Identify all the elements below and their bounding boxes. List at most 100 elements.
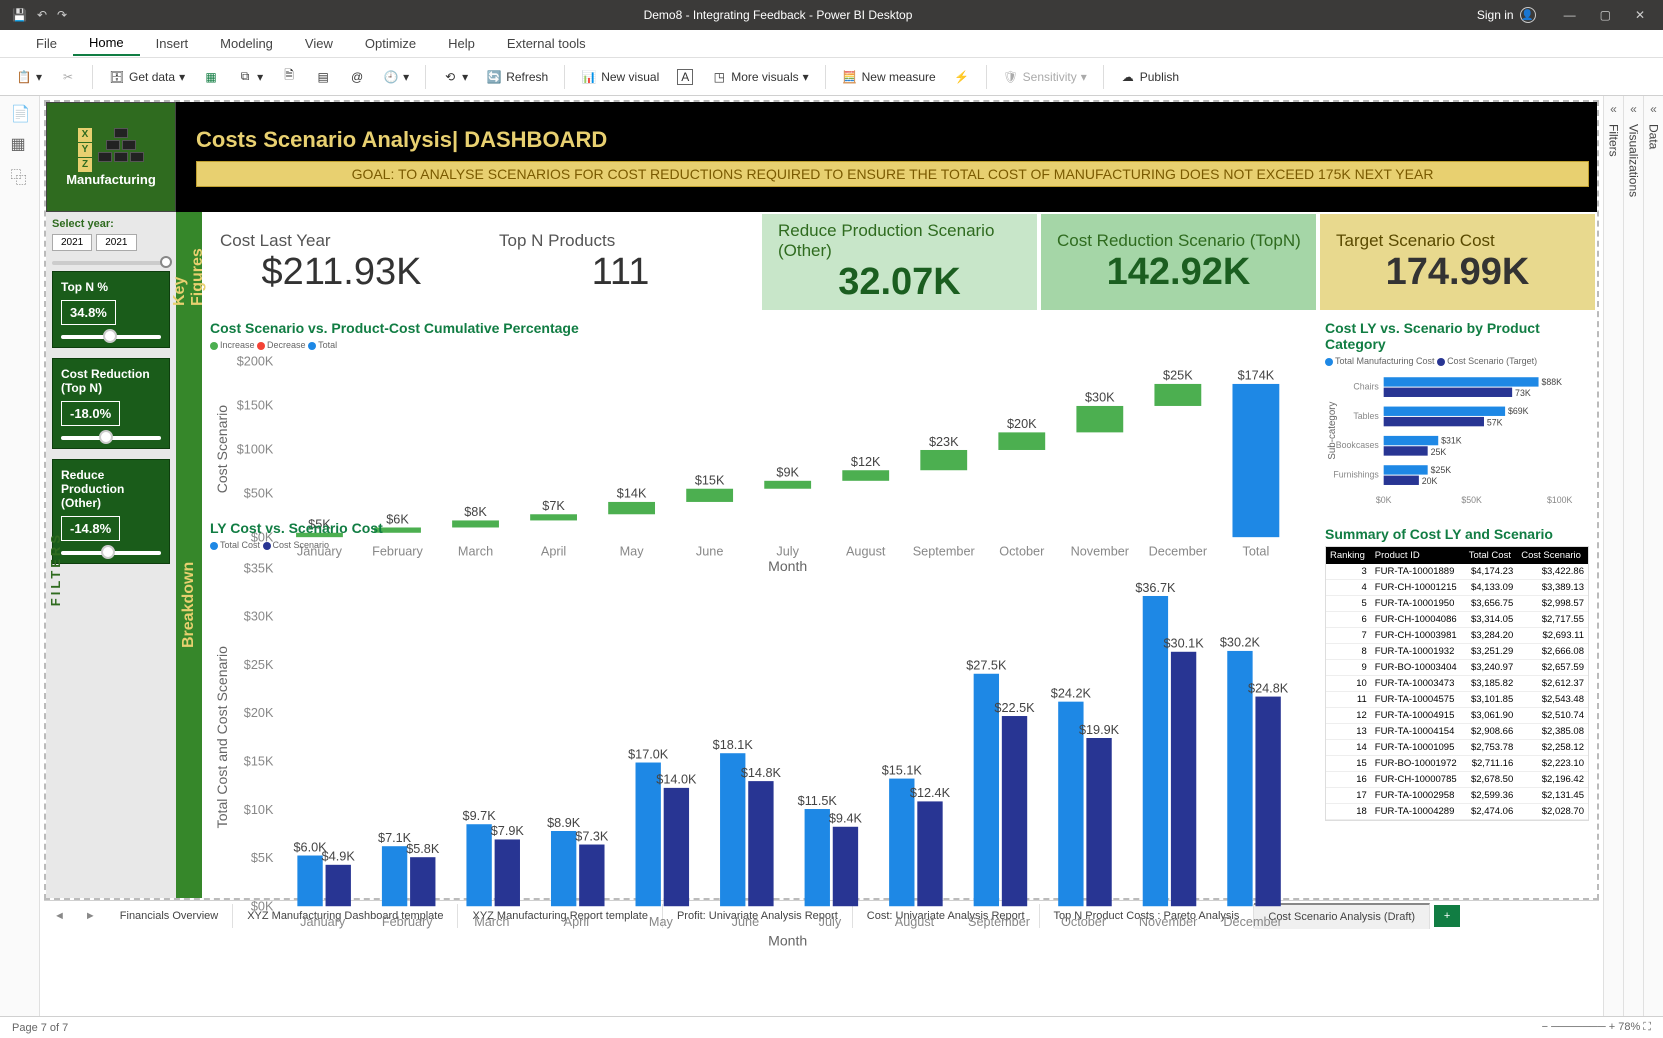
lyvs-chart[interactable]: LY Cost vs. Scenario Cost Total Cost Cos…	[206, 516, 1313, 836]
slider-thumb-icon[interactable]	[103, 329, 117, 343]
year-to[interactable]: 2021	[96, 234, 136, 251]
svg-text:Tables: Tables	[1353, 411, 1379, 421]
svg-text:March: March	[474, 915, 509, 929]
dataverse-icon[interactable]: @	[343, 66, 371, 88]
redo-icon[interactable]: ↷	[57, 8, 67, 22]
svg-text:$7.3K: $7.3K	[575, 829, 609, 843]
sql-icon[interactable]: 🗎	[275, 66, 303, 88]
new-visual-button[interactable]: 📊New visual	[575, 66, 665, 88]
svg-text:$8.9K: $8.9K	[547, 816, 581, 830]
status-bar: Page 7 of 7 − ─────── + 78% ⛶	[0, 1016, 1663, 1038]
ribbon-tab-external-tools[interactable]: External tools	[491, 32, 602, 55]
enter-data-icon[interactable]: ▤	[309, 66, 337, 88]
report-view-icon[interactable]: 📄	[11, 104, 29, 122]
table-row[interactable]: 13FUR-TA-10004154$2,908.66$2,385.08	[1326, 723, 1588, 739]
excel-icon[interactable]: ▦	[197, 66, 225, 88]
summary-table-grid[interactable]: RankingProduct IDTotal CostCost Scenario…	[1326, 547, 1588, 820]
textbox-icon[interactable]: A	[671, 66, 699, 88]
visualizations-pane[interactable]: « Visualizations	[1623, 96, 1643, 1016]
slider-track[interactable]	[61, 436, 161, 440]
report-canvas[interactable]: XYZ Manufacturing Select year: 2021 2021	[44, 100, 1599, 900]
table-row[interactable]: 10FUR-TA-10003473$3,185.82$2,612.37	[1326, 675, 1588, 691]
table-header[interactable]: Product ID	[1371, 547, 1465, 564]
slider-thumb-icon[interactable]	[101, 545, 115, 559]
ribbon-tab-home[interactable]: Home	[73, 31, 140, 56]
table-row[interactable]: 16FUR-CH-10000785$2,678.50$2,196.42	[1326, 771, 1588, 787]
table-cell: FUR-CH-10004086	[1371, 611, 1465, 627]
table-row[interactable]: 8FUR-TA-10001932$3,251.29$2,666.08	[1326, 643, 1588, 659]
ribbon-tab-help[interactable]: Help	[432, 32, 491, 55]
slider-track[interactable]	[61, 335, 161, 339]
kpi-card[interactable]: Cost Reduction Scenario (TopN)142.92K	[1041, 214, 1316, 310]
svg-text:September: September	[968, 915, 1031, 929]
table-row[interactable]: 4FUR-CH-10001215$4,133.09$3,389.13	[1326, 579, 1588, 595]
table-row[interactable]: 5FUR-TA-10001950$3,656.75$2,998.57	[1326, 595, 1588, 611]
new-measure-button[interactable]: 🧮New measure	[836, 66, 942, 88]
model-view-icon[interactable]: ⿻	[11, 164, 29, 182]
svg-text:$5K: $5K	[251, 851, 274, 865]
datahub-icon[interactable]: ⧉▾	[231, 66, 269, 88]
zoom-out-icon[interactable]: −	[1542, 1021, 1548, 1033]
transform-icon[interactable]: ⟲▾	[436, 66, 474, 88]
signin-button[interactable]: Sign in 👤	[1477, 7, 1536, 23]
waterfall-chart[interactable]: Cost Scenario vs. Product-Cost Cumulativ…	[206, 316, 1313, 516]
data-pane[interactable]: « Data	[1643, 96, 1663, 1016]
table-row[interactable]: 7FUR-CH-10003981$3,284.20$2,693.11	[1326, 627, 1588, 643]
tab-nav-left-icon[interactable]: ◄	[44, 910, 75, 922]
minimize-icon[interactable]: —	[1556, 4, 1584, 26]
table-row[interactable]: 6FUR-CH-10004086$3,314.05$2,717.55	[1326, 611, 1588, 627]
year-filter[interactable]: Select year: 2021 2021	[46, 212, 176, 271]
slider-thumb-icon[interactable]	[99, 430, 113, 444]
svg-text:$50K: $50K	[244, 486, 274, 500]
svg-text:$14K: $14K	[617, 487, 647, 501]
svg-text:$15.1K: $15.1K	[882, 763, 923, 777]
close-icon[interactable]: ✕	[1627, 4, 1653, 26]
hbar-chart[interactable]: Cost LY vs. Scenario by Product Category…	[1321, 316, 1593, 516]
clipboard-paste-icon[interactable]: 📋▾	[10, 66, 48, 88]
add-page-button[interactable]: +	[1434, 905, 1460, 927]
table-header[interactable]: Cost Scenario	[1517, 547, 1588, 564]
chevron-left-icon[interactable]: «	[1610, 102, 1617, 116]
maximize-icon[interactable]: ▢	[1592, 4, 1619, 26]
ribbon-tab-optimize[interactable]: Optimize	[349, 32, 432, 55]
table-header[interactable]: Total Cost	[1465, 547, 1518, 564]
table-row[interactable]: 17FUR-TA-10002958$2,599.36$2,131.45	[1326, 787, 1588, 803]
table-header[interactable]: Ranking	[1326, 547, 1371, 564]
table-row[interactable]: 12FUR-TA-10004915$3,061.90$2,510.74	[1326, 707, 1588, 723]
table-row[interactable]: 14FUR-TA-10001095$2,753.78$2,258.12	[1326, 739, 1588, 755]
table-view-icon[interactable]: ▦	[11, 134, 29, 152]
kpi-card[interactable]: Target Scenario Cost174.99K	[1320, 214, 1595, 310]
zoom-in-icon[interactable]: +	[1609, 1021, 1615, 1033]
kpi-card[interactable]: Cost Last Year$211.93K	[204, 214, 479, 310]
table-row[interactable]: 3FUR-TA-10001889$4,174.23$3,422.86	[1326, 564, 1588, 580]
table-row[interactable]: 15FUR-BO-10001972$2,711.16$2,223.10	[1326, 755, 1588, 771]
kpi-card[interactable]: Top N Products111	[483, 214, 758, 310]
kpi-label: Cost Reduction Scenario (TopN)	[1047, 231, 1301, 251]
year-from[interactable]: 2021	[52, 234, 92, 251]
undo-icon[interactable]: ↶	[37, 8, 47, 22]
ribbon-tab-file[interactable]: File	[20, 32, 73, 55]
recent-icon[interactable]: 🕘▾	[377, 66, 415, 88]
ribbon-tab-insert[interactable]: Insert	[140, 32, 205, 55]
slider-card[interactable]: Reduce Production (Other) -14.8%	[52, 459, 170, 564]
slider-card[interactable]: Top N % 34.8%	[52, 271, 170, 348]
slider-track[interactable]	[61, 551, 161, 555]
summary-table[interactable]: Summary of Cost LY and Scenario RankingP…	[1321, 522, 1593, 825]
kpi-card[interactable]: Reduce Production Scenario (Other)32.07K	[762, 214, 1037, 310]
get-data-button[interactable]: 🗄Get data ▾	[103, 66, 191, 88]
publish-button[interactable]: ☁Publish	[1114, 66, 1185, 88]
filters-pane[interactable]: « Filters	[1603, 96, 1623, 1016]
slider-card[interactable]: Cost Reduction (Top N) -18.0%	[52, 358, 170, 449]
ribbon-tab-modeling[interactable]: Modeling	[204, 32, 289, 55]
save-icon[interactable]: 💾	[12, 8, 27, 22]
chevron-left-icon[interactable]: «	[1650, 102, 1657, 116]
chevron-left-icon[interactable]: «	[1630, 102, 1637, 116]
more-visuals-button[interactable]: ◳More visuals ▾	[705, 66, 814, 88]
table-row[interactable]: 9FUR-BO-10003404$3,240.97$2,657.59	[1326, 659, 1588, 675]
table-row[interactable]: 18FUR-TA-10004289$2,474.06$2,028.70	[1326, 803, 1588, 819]
tab-nav-right-icon[interactable]: ►	[75, 910, 106, 922]
table-row[interactable]: 11FUR-TA-10004575$3,101.85$2,543.48	[1326, 691, 1588, 707]
quick-measure-icon[interactable]: ⚡	[948, 66, 976, 88]
ribbon-tab-view[interactable]: View	[289, 32, 349, 55]
refresh-button[interactable]: 🔄Refresh	[480, 66, 554, 88]
